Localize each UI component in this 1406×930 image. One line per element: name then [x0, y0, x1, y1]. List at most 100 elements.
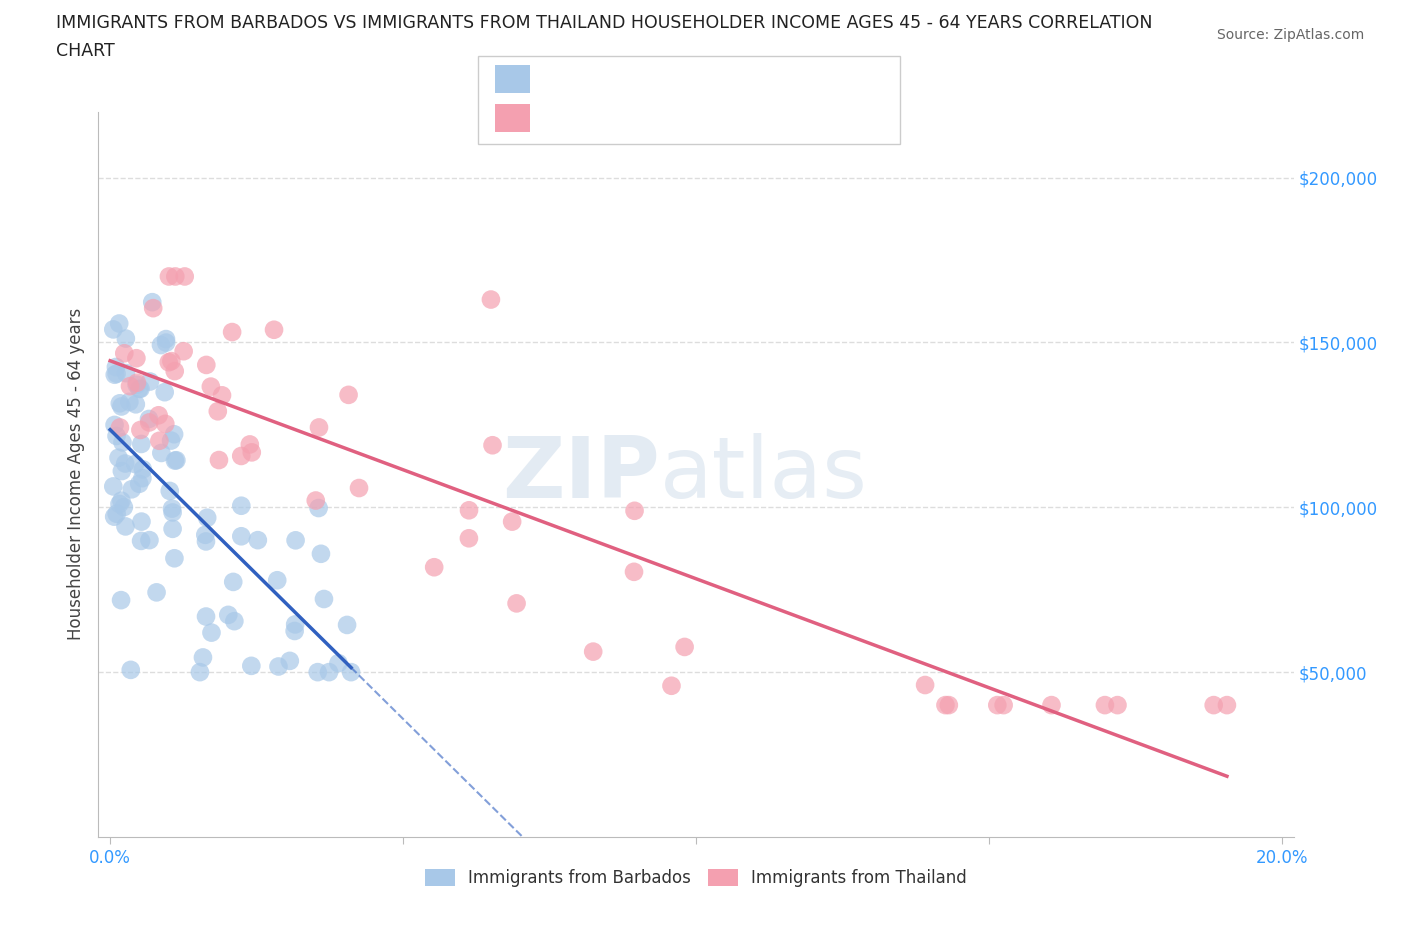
Point: [1094, 698, 1116, 712]
Point: [221, 325, 243, 339]
Point: [128, 476, 150, 491]
Point: [623, 565, 645, 579]
Point: [328, 656, 350, 671]
Point: [1202, 698, 1225, 712]
Point: [284, 533, 307, 548]
Point: [111, 464, 134, 479]
Point: [110, 592, 132, 607]
Point: [173, 344, 195, 359]
Point: [162, 522, 184, 537]
Point: [1107, 698, 1129, 712]
Point: [231, 448, 253, 463]
Point: [1216, 698, 1239, 712]
Point: [163, 364, 186, 379]
Point: [129, 422, 152, 437]
Point: [318, 665, 340, 680]
Point: [103, 479, 125, 494]
Point: [505, 596, 527, 611]
Point: [305, 493, 328, 508]
Point: [148, 433, 170, 448]
Point: [103, 510, 125, 525]
Point: [673, 640, 696, 655]
Point: [105, 366, 128, 381]
Point: [163, 427, 186, 442]
Point: [173, 269, 195, 284]
Point: [108, 316, 131, 331]
Point: [138, 415, 160, 430]
Point: [160, 353, 183, 368]
Point: [308, 500, 330, 515]
Point: [114, 519, 136, 534]
Point: [207, 404, 229, 418]
Point: [263, 323, 285, 338]
Point: [934, 698, 956, 712]
Point: [217, 607, 239, 622]
Point: [160, 433, 183, 448]
Point: [131, 436, 153, 451]
Point: [112, 346, 135, 361]
Text: atlas: atlas: [661, 432, 868, 516]
Point: [125, 378, 148, 392]
Legend: Immigrants from Barbados, Immigrants from Thailand: Immigrants from Barbados, Immigrants fro…: [419, 862, 973, 894]
Point: [105, 506, 128, 521]
Point: [160, 501, 183, 516]
Point: [155, 417, 177, 432]
Point: [208, 453, 231, 468]
Point: [121, 482, 143, 497]
Point: [108, 420, 131, 435]
Point: [128, 381, 150, 396]
Point: [104, 367, 127, 382]
Point: [138, 412, 160, 427]
Text: Source: ZipAtlas.com: Source: ZipAtlas.com: [1216, 28, 1364, 42]
Point: [155, 335, 177, 350]
Point: [125, 351, 148, 365]
Y-axis label: Householder Income Ages 45 - 64 years: Householder Income Ages 45 - 64 years: [66, 308, 84, 641]
Text: ZIP: ZIP: [502, 432, 661, 516]
Point: [132, 462, 155, 477]
Point: [200, 625, 222, 640]
Point: [142, 300, 165, 315]
Text: CHART: CHART: [56, 42, 115, 60]
Point: [165, 453, 187, 468]
Point: [501, 514, 523, 529]
Point: [340, 665, 363, 680]
Point: [115, 365, 138, 380]
Point: [108, 497, 131, 512]
Point: [118, 379, 141, 393]
Point: [267, 659, 290, 674]
Point: [195, 511, 218, 525]
Point: [195, 609, 218, 624]
Point: [124, 457, 146, 472]
Point: [231, 498, 253, 513]
Point: [105, 429, 128, 444]
Point: [120, 662, 142, 677]
Point: [993, 698, 1015, 712]
Point: [107, 450, 129, 465]
Point: [458, 503, 481, 518]
Point: [157, 355, 180, 370]
Point: [479, 292, 502, 307]
Point: [125, 376, 148, 391]
Point: [211, 388, 233, 403]
Point: [141, 295, 163, 310]
Point: [986, 698, 1008, 712]
Text: R =  -0.069    N = 84: R = -0.069 N = 84: [546, 68, 773, 86]
Point: [336, 618, 359, 632]
Point: [458, 531, 481, 546]
Point: [191, 650, 214, 665]
Point: [240, 658, 263, 673]
Point: [129, 534, 152, 549]
Point: [153, 385, 176, 400]
Point: [194, 527, 217, 542]
Point: [131, 471, 153, 485]
Point: [150, 445, 173, 460]
Point: [284, 617, 307, 631]
Point: [240, 445, 263, 459]
Point: [162, 505, 184, 520]
Point: [145, 585, 167, 600]
Point: [118, 394, 141, 409]
Point: [110, 399, 132, 414]
Point: [278, 654, 301, 669]
Point: [1040, 698, 1063, 712]
Point: [103, 418, 125, 432]
